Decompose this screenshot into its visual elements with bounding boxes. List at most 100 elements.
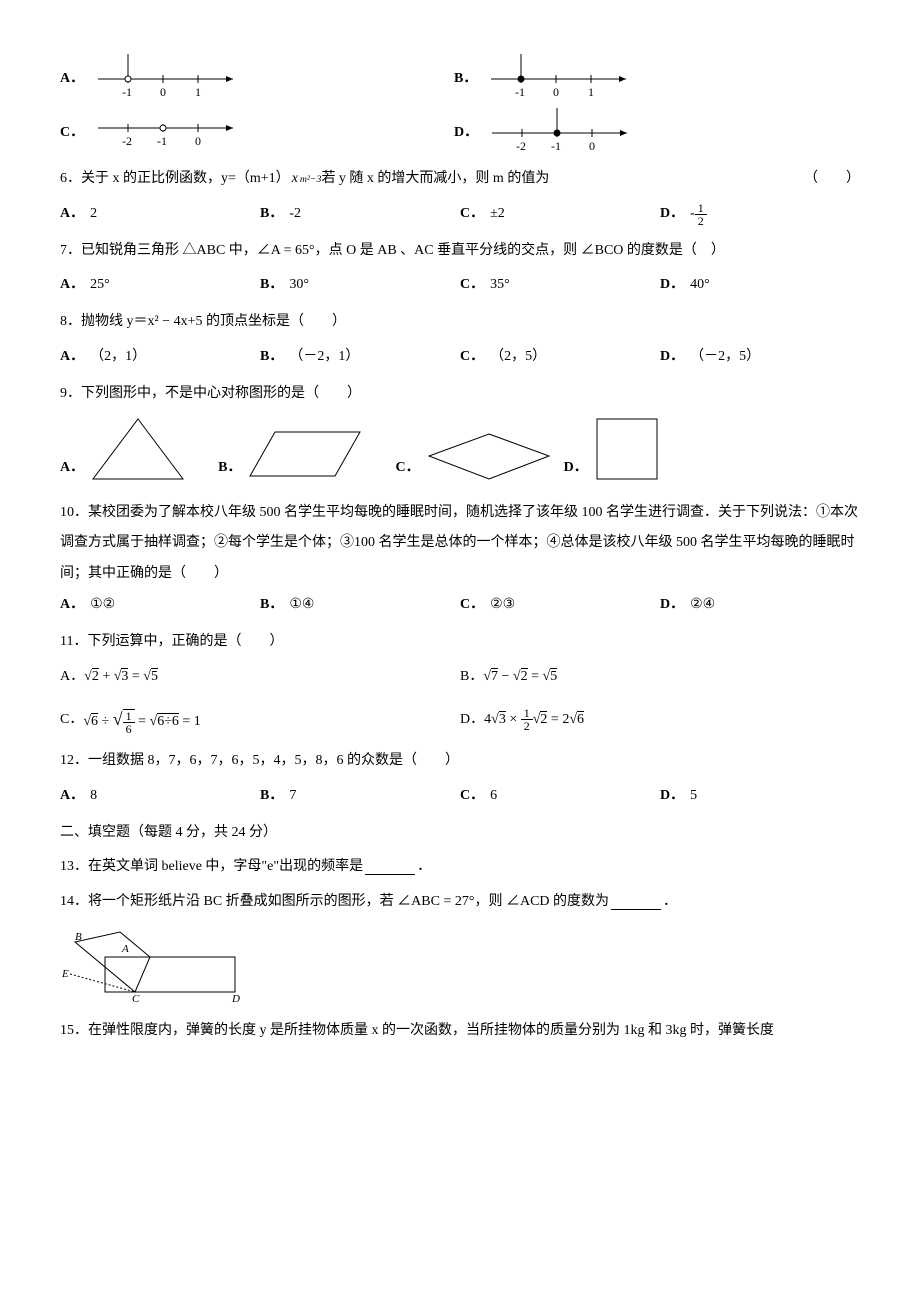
q11-row-cd: C． √6 ÷ √16 = √6÷6 = 1 D． 4√3 × 12√2 = 2… (60, 700, 860, 740)
q11-opt-d: D． 4√3 × 12√2 = 2√6 (460, 700, 860, 740)
q6-base: x (292, 164, 298, 195)
q10-opt-c: C．②③ (460, 590, 660, 621)
q8-stem: 8．抛物线 y＝x² − 4x+5 的顶点坐标是（ ） (60, 307, 860, 338)
svg-text:D: D (231, 993, 240, 1002)
svg-text:A: A (121, 943, 129, 955)
svg-text:C: C (132, 993, 140, 1002)
q13-blank (365, 860, 415, 875)
q7-opt-a: A．25° (60, 270, 260, 301)
q13-post: ． (417, 852, 431, 883)
q6-b-lbl: B． (260, 199, 283, 230)
svg-text:E: E (61, 968, 69, 980)
q12-opt-c: C．6 (460, 781, 660, 812)
svg-text:0: 0 (160, 85, 166, 99)
q13-stem: 13．在英文单词 believe 中，字母"e"出现的频率是 ． (60, 852, 860, 883)
svg-text:1: 1 (588, 85, 594, 99)
q5-d-label: D． (454, 118, 478, 149)
q11-b-expr: √7 − √2 = √5 (483, 662, 557, 693)
q6-opt-a: A．2 (60, 199, 260, 230)
q6-paren: （ ） (804, 164, 860, 195)
q14-blank (611, 895, 661, 910)
q7-stem: 7．已知锐角三角形 △ABC 中，∠A = 65°，点 O 是 AB 、AC 垂… (60, 236, 860, 267)
q6-exponent: m²−3 (300, 169, 322, 191)
q9-a-lbl: A． (60, 453, 84, 484)
svg-text:-2: -2 (122, 134, 132, 148)
q10-options: A．①② B．①④ C．②③ D．②④ (60, 590, 860, 621)
triangle-icon (88, 414, 188, 484)
svg-text:0: 0 (589, 139, 595, 153)
q7-opt-c: C．35° (460, 270, 660, 301)
q13-pre: 13．在英文单词 believe 中，字母"e"出现的频率是 (60, 852, 363, 883)
q12-opt-b: B．7 (260, 781, 460, 812)
q6-c-val: ±2 (490, 199, 505, 230)
q8-opt-c: C．（2，5） (460, 342, 660, 373)
q10-stem: 10．某校团委为了解本校八年级 500 名学生平均每晚的睡眠时间，随机选择了该年… (60, 498, 860, 590)
svg-text:-2: -2 (516, 139, 526, 153)
svg-text:-1: -1 (551, 139, 561, 153)
number-line-a-icon: -1 0 1 (88, 54, 248, 104)
q11-stem: 11．下列运算中，正确的是（ ） (60, 627, 860, 658)
rhombus-icon (424, 429, 554, 484)
q6-b-val: -2 (289, 199, 301, 230)
svg-text:-1: -1 (157, 134, 167, 148)
q12-opt-d: D．5 (660, 781, 860, 812)
q10-opt-d: D．②④ (660, 590, 860, 621)
q5-row-cd: C． -2 -1 0 D． -2 -1 0 (60, 108, 860, 158)
q6-a-lbl: A． (60, 199, 84, 230)
q7-opt-b: B．30° (260, 270, 460, 301)
q5-row-ab: A． -1 0 1 B． -1 0 1 (60, 54, 860, 104)
section2-header: 二、填空题（每题 4 分，共 24 分） (60, 818, 860, 849)
q9-c-lbl: C． (395, 453, 419, 484)
q11-a-expr: √2 + √3 = √5 (84, 662, 158, 693)
q7-options: A．25° B．30° C．35° D．40° (60, 270, 860, 301)
q6-options: A．2 B．-2 C．±2 D．-12 (60, 199, 860, 230)
q6-stem-pre: 6．关于 x 的正比例函数，y=（m+1） (60, 164, 290, 195)
svg-text:0: 0 (195, 134, 201, 148)
q5-b-label: B． (454, 64, 477, 95)
q12-opt-a: A．8 (60, 781, 260, 812)
q14-post: ． (663, 887, 677, 918)
q11-opt-b: B． √7 − √2 = √5 (460, 662, 860, 693)
svg-text:0: 0 (553, 85, 559, 99)
number-line-c-icon: -2 -1 0 (88, 113, 248, 153)
q6-opt-c: C．±2 (460, 199, 660, 230)
q12-stem: 12．一组数据 8，7，6，7，6，5，4，5，8，6 的众数是（ ） (60, 746, 860, 777)
q6-stem: 6．关于 x 的正比例函数，y=（m+1） xm²−3 若 y 随 x 的增大而… (60, 164, 860, 195)
q5-a-label: A． (60, 64, 84, 95)
q6-opt-b: B．-2 (260, 199, 460, 230)
q6-d-frac: 12 (695, 202, 707, 227)
q10-opt-b: B．①④ (260, 590, 460, 621)
q15-stem: 15．在弹性限度内，弹簧的长度 y 是所挂物体质量 x 的一次函数，当所挂物体的… (60, 1016, 860, 1047)
q9-options: A． B． C． D． (60, 414, 860, 484)
svg-text:-1: -1 (122, 85, 132, 99)
q6-opt-d: D．-12 (660, 199, 860, 230)
q8-opt-d: D．（－2，5） (660, 342, 860, 373)
q11-opt-a: A． √2 + √3 = √5 (60, 662, 460, 693)
q9-d-lbl: D． (564, 453, 588, 484)
q14-stem: 14．将一个矩形纸片沿 BC 折叠成如图所示的图形，若 ∠ABC = 27°，则… (60, 887, 860, 918)
q8-options: A．（2，1） B．（－2，1） C．（2，5） D．（－2，5） (60, 342, 860, 373)
q5-opt-b: B． -1 0 1 (454, 54, 838, 104)
q11-d-expr: 4√3 × 12√2 = 2√6 (484, 705, 584, 736)
q6-c-lbl: C． (460, 199, 484, 230)
q12-options: A．8 B．7 C．6 D．5 (60, 781, 860, 812)
parallelogram-icon (245, 424, 365, 484)
q6-stem-post: 若 y 随 x 的增大而减小，则 m 的值为 (321, 164, 549, 195)
square-icon (592, 414, 662, 484)
q14-figure: B A E C D (60, 922, 860, 1002)
q11-row-ab: A． √2 + √3 = √5 B． √7 − √2 = √5 (60, 662, 860, 693)
fold-figure-icon: B A E C D (60, 922, 240, 1002)
q9-stem: 9．下列图形中，不是中心对称图形的是（ ） (60, 379, 860, 410)
q6-a-val: 2 (90, 199, 97, 230)
q5-c-label: C． (60, 118, 84, 149)
q14-pre: 14．将一个矩形纸片沿 BC 折叠成如图所示的图形，若 ∠ABC = 27°，则… (60, 887, 609, 918)
q11-opt-c: C． √6 ÷ √16 = √6÷6 = 1 (60, 700, 460, 740)
q11-c-expr: √6 ÷ √16 = √6÷6 = 1 (83, 700, 200, 740)
svg-text:1: 1 (195, 85, 201, 99)
q8-opt-b: B．（－2，1） (260, 342, 460, 373)
q10-opt-a: A．①② (60, 590, 260, 621)
q5-opt-d: D． -2 -1 0 (454, 108, 838, 158)
svg-text:B: B (75, 931, 82, 943)
q5-opt-c: C． -2 -1 0 (60, 113, 444, 153)
q7-opt-d: D．40° (660, 270, 860, 301)
